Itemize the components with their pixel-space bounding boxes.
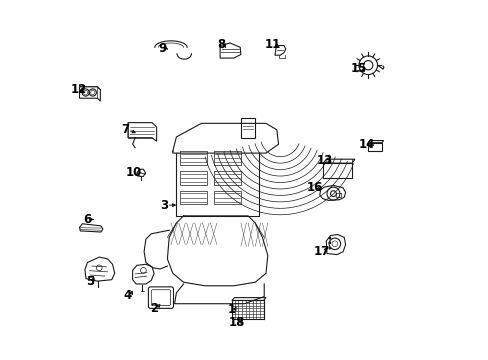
Text: 9: 9 [158, 41, 166, 54]
Bar [367, 143, 381, 150]
Bar [214, 191, 241, 204]
Bar [180, 171, 206, 185]
Bar [214, 151, 241, 165]
Text: 14: 14 [358, 138, 374, 151]
Text: 18: 18 [229, 316, 245, 329]
Bar [180, 191, 206, 204]
Text: 15: 15 [350, 62, 366, 75]
Text: 4: 4 [123, 289, 132, 302]
Bar [180, 151, 206, 165]
Text: 1: 1 [227, 303, 236, 316]
Text: 10: 10 [125, 166, 141, 179]
Circle shape [328, 247, 330, 249]
Text: 17: 17 [313, 244, 329, 257]
Circle shape [328, 237, 330, 239]
Bar [336, 193, 341, 197]
Circle shape [328, 241, 330, 244]
Text: 16: 16 [305, 181, 322, 194]
Bar [323, 163, 351, 178]
Text: 3: 3 [160, 199, 167, 212]
Text: 6: 6 [83, 213, 91, 226]
Text: 11: 11 [264, 38, 281, 51]
Text: 12: 12 [71, 83, 87, 96]
Text: 5: 5 [86, 275, 94, 288]
Text: 7: 7 [121, 123, 129, 136]
Bar [214, 171, 241, 185]
Text: 2: 2 [150, 302, 158, 315]
Text: 13: 13 [316, 154, 333, 167]
Bar [241, 118, 255, 138]
Bar [231, 301, 263, 319]
Text: 8: 8 [217, 38, 225, 51]
